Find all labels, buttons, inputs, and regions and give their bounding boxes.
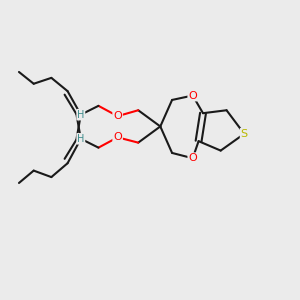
Text: S: S (241, 129, 248, 139)
Text: H: H (77, 110, 85, 120)
Text: O: O (188, 153, 197, 163)
Text: O: O (188, 91, 197, 100)
Text: O: O (113, 111, 122, 121)
Text: O: O (113, 132, 122, 142)
Text: H: H (77, 134, 85, 144)
